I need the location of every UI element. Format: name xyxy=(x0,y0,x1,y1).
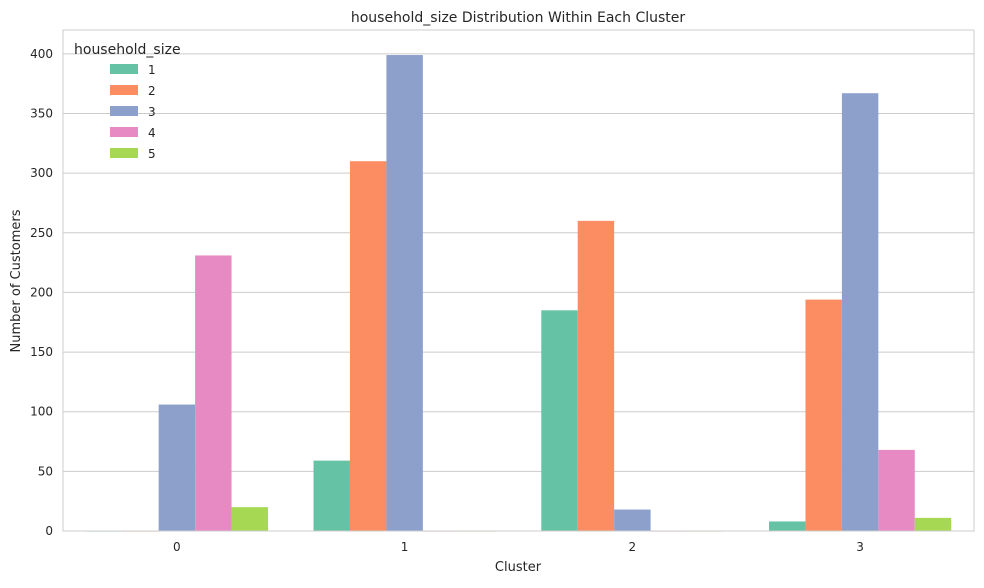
chart-title: household_size Distribution Within Each … xyxy=(351,10,686,26)
bar-cluster-3-size-4 xyxy=(878,449,915,531)
bar-cluster-3-size-5 xyxy=(914,517,952,531)
y-axis-label: Number of Customers xyxy=(9,209,24,352)
bar-cluster-0-size-4 xyxy=(195,255,232,531)
x-tick-label: 3 xyxy=(856,540,864,554)
legend-label: 1 xyxy=(148,63,156,77)
x-tick-labels: 0 1 2 3 xyxy=(173,540,864,554)
y-tick-label: 0 xyxy=(45,524,53,538)
y-tick-label: 200 xyxy=(30,285,53,299)
legend-label: 2 xyxy=(148,84,156,98)
bar-cluster-2-size-3 xyxy=(614,509,651,531)
y-tick-label: 100 xyxy=(30,405,53,419)
x-axis-label: Cluster xyxy=(495,560,542,575)
bar-cluster-3-size-1 xyxy=(769,521,806,531)
legend-label: 4 xyxy=(148,126,156,140)
legend-swatch xyxy=(110,106,138,116)
legend-label: 5 xyxy=(148,147,156,161)
bar-cluster-0-size-5 xyxy=(231,507,268,531)
plot-frame xyxy=(62,29,975,532)
bars xyxy=(85,55,952,532)
bar-cluster-0-size-3 xyxy=(158,404,196,531)
y-tick-label: 150 xyxy=(30,345,53,359)
x-tick-label: 0 xyxy=(173,540,181,554)
legend-swatch xyxy=(110,127,138,137)
y-tick-label: 250 xyxy=(30,226,53,240)
legend-swatch xyxy=(110,64,138,74)
legend: household_size 1 2 3 4 5 xyxy=(74,42,181,161)
y-tick-label: 350 xyxy=(30,107,53,121)
bar-cluster-1-size-3 xyxy=(386,55,423,532)
x-tick-label: 2 xyxy=(629,540,637,554)
bar-cluster-1-size-2 xyxy=(349,161,387,531)
bar-cluster-2-size-2 xyxy=(577,220,615,531)
y-tick-labels: 0 50 100 150 200 250 300 350 400 xyxy=(30,47,53,538)
legend-swatch xyxy=(110,85,138,95)
bar-cluster-3-size-3 xyxy=(841,93,879,531)
bar-cluster-2-size-1 xyxy=(541,310,578,531)
y-tick-label: 400 xyxy=(30,47,53,61)
legend-title: household_size xyxy=(74,42,181,58)
y-tick-label: 300 xyxy=(30,166,53,180)
x-tick-label: 1 xyxy=(401,540,409,554)
bar-cluster-3-size-2 xyxy=(805,299,842,531)
legend-label: 3 xyxy=(148,105,156,119)
y-tick-label: 50 xyxy=(38,464,53,478)
legend-swatch xyxy=(110,148,138,158)
bar-cluster-1-size-1 xyxy=(313,460,350,531)
